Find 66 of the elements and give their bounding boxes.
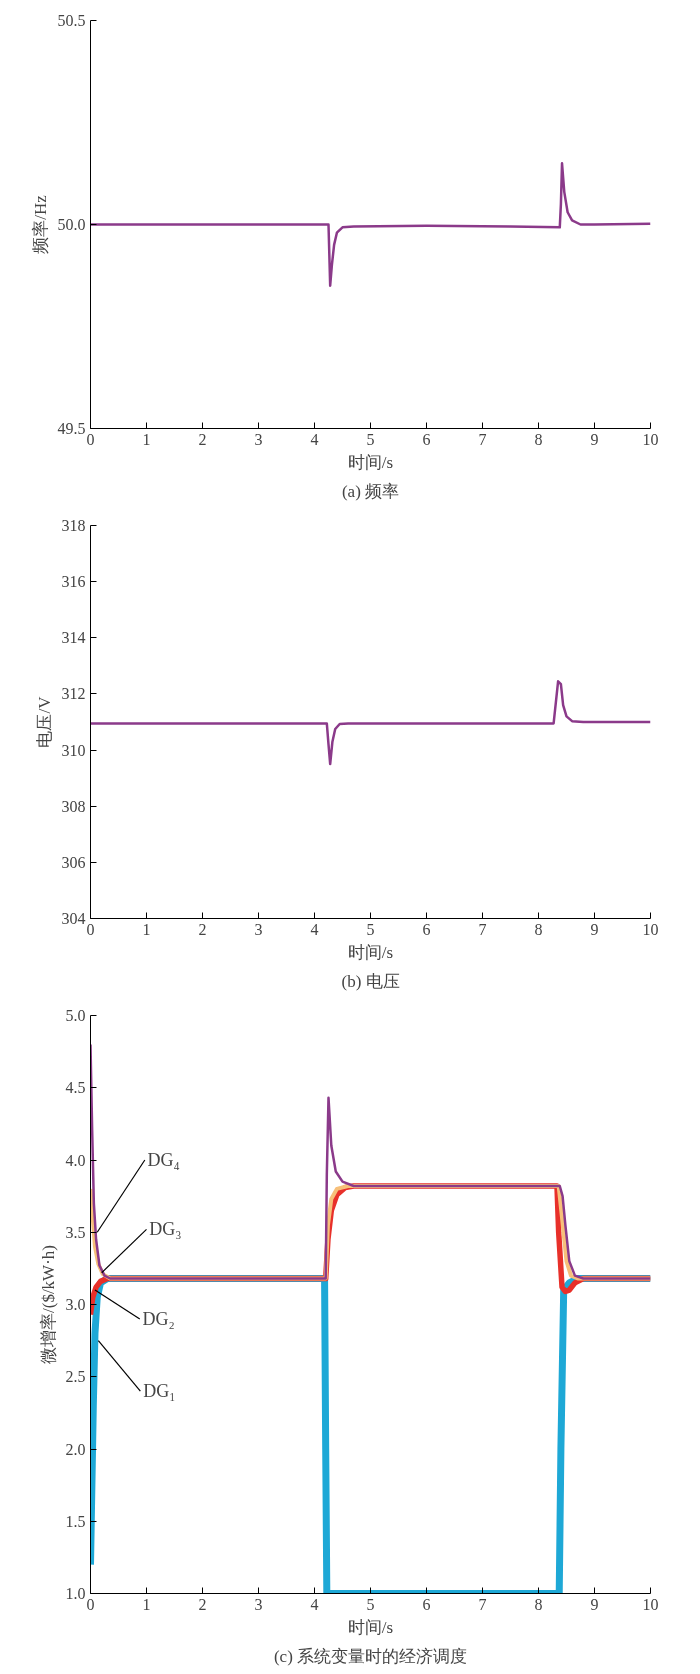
y-axis-title: 频率/Hz [30, 194, 50, 254]
annotation: DG₂ [142, 1308, 175, 1329]
annotation: DG₃ [149, 1219, 182, 1240]
x-tick-label: 3 [254, 920, 263, 938]
x-tick-label: 2 [198, 920, 207, 938]
text: (a) 频率 [341, 481, 400, 501]
x-tick-label: 0 [86, 1595, 95, 1613]
x-tick-label: 4 [310, 920, 319, 938]
x-tick-label: 3 [254, 430, 263, 448]
y-tick-label: 304 [61, 910, 86, 927]
x-tick-label: 1 [142, 1595, 151, 1613]
y-tick-label: 308 [61, 797, 86, 815]
y-axis-title: 电压/V [34, 695, 54, 748]
text: (b) 电压 [341, 971, 400, 991]
x-axis-title: 时间/s [347, 1617, 394, 1637]
x-tick-label: 2 [198, 430, 207, 448]
y-tick-label: 314 [61, 629, 86, 647]
x-tick-label: 5 [366, 1595, 375, 1613]
x-tick-label: 8 [534, 920, 543, 938]
x-axis-title: 时间/s [347, 452, 394, 472]
x-tick-label: 5 [366, 920, 375, 938]
y-tick-label: 50.0 [57, 216, 86, 233]
x-tick-label: 6 [422, 430, 431, 448]
x-tick-label: 9 [590, 1595, 599, 1613]
x-tick-label: 1 [142, 430, 151, 448]
x-tick-label: 10 [642, 1595, 659, 1613]
y-tick-label: 3.5 [65, 1223, 86, 1241]
x-tick-label: 0 [86, 920, 95, 938]
x-tick-label: 10 [642, 920, 659, 938]
annotation: DG₁ [143, 1381, 176, 1402]
y-tick-label: 316 [61, 573, 86, 591]
annotation: DG₄ [147, 1150, 180, 1170]
y-tick-label: 1.5 [65, 1512, 86, 1530]
y-tick-label: 318 [61, 517, 86, 534]
y-tick-label: 1.0 [65, 1585, 86, 1602]
x-tick-label: 4 [310, 1595, 319, 1613]
y-tick-label: 310 [61, 741, 86, 759]
x-tick-label: 10 [642, 430, 659, 448]
y-tick-label: 306 [61, 853, 86, 871]
y-tick-label: 312 [61, 685, 86, 703]
x-tick-label: 0 [86, 430, 95, 448]
x-tick-label: 7 [478, 430, 487, 448]
x-tick-label: 9 [590, 920, 599, 938]
x-tick-label: 7 [478, 1595, 487, 1613]
y-tick-label: 49.5 [57, 420, 86, 437]
x-tick-label: 3 [254, 1595, 263, 1613]
y-axis-title: 微增率/($/kW·h) [38, 1245, 58, 1364]
y-tick-label: 5.0 [65, 1007, 86, 1024]
y-tick-label: 4.5 [65, 1079, 86, 1097]
x-tick-label: 6 [422, 1595, 431, 1613]
x-tick-label: 6 [422, 920, 431, 938]
y-tick-label: 2.5 [65, 1368, 86, 1386]
x-tick-label: 5 [366, 430, 375, 448]
x-tick-label: 8 [534, 430, 543, 448]
x-tick-label: 7 [478, 920, 487, 938]
x-tick-label: 2 [198, 1595, 207, 1613]
x-tick-label: 8 [534, 1595, 543, 1613]
y-tick-label: 4.0 [65, 1151, 86, 1169]
x-axis-title: 时间/s [347, 942, 394, 962]
y-tick-label: 3.0 [65, 1296, 86, 1313]
x-tick-label: 9 [590, 430, 599, 448]
x-tick-label: 1 [142, 920, 151, 938]
y-tick-label: 2.0 [65, 1440, 86, 1458]
text: (c) 系统变量时的经济调度 [273, 1646, 468, 1666]
x-tick-label: 4 [310, 430, 319, 448]
y-tick-label: 50.5 [57, 12, 86, 29]
